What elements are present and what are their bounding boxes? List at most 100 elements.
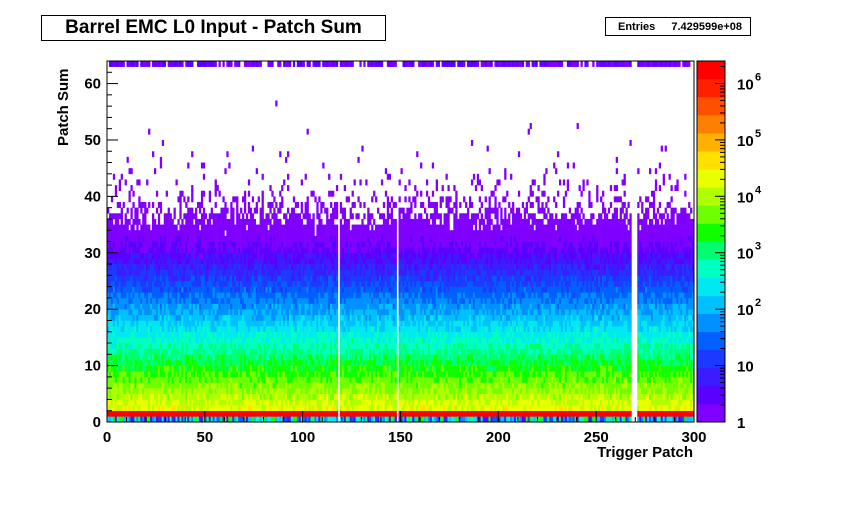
heatmap-cell [222,343,225,349]
heatmap-cell [140,348,143,355]
heatmap-cell [255,280,258,287]
heatmap-cell [332,218,335,225]
heatmap-cell [242,314,245,321]
heatmap-cell [330,303,333,310]
heatmap-cell [126,230,129,237]
heatmap-cell [153,218,157,225]
heatmap-cell [265,309,268,316]
heatmap-cell [265,326,268,333]
heatmap-cell [247,241,251,248]
heatmap-cell [339,354,343,361]
heatmap-cell [310,393,313,400]
heatmap-cell [179,241,182,248]
heatmap-cell [273,343,276,349]
heatmap-cell [144,371,147,378]
heatmap-cell [144,252,147,259]
heatmap-cell [214,252,217,259]
heatmap-cell [249,371,253,378]
heatmap-cell [161,359,165,366]
heatmap-cell [200,230,204,237]
heatmap-cell [349,348,352,355]
heatmap-cell [187,331,190,338]
heatmap-cell [234,365,237,372]
heatmap-cell [120,286,123,293]
heatmap-cell [330,388,333,395]
heatmap-cell [257,303,260,310]
heatmap-cell [355,416,358,423]
heatmap-cell [206,230,210,237]
heatmap-cell [304,382,307,389]
heatmap-cell [142,275,145,282]
heatmap-cell [277,230,280,237]
heatmap-cell [240,320,243,327]
heatmap-cell [288,320,292,327]
heatmap-cell [287,264,290,270]
heatmap-cell [333,337,337,344]
heatmap-cell [335,359,339,366]
heatmap-cell [228,61,231,67]
heatmap-cell [326,207,329,214]
heatmap-cell [152,202,155,208]
heatmap-cell [298,309,302,316]
heatmap-cell [283,241,286,248]
heatmap-cell [218,303,221,310]
heatmap-cell [339,365,343,372]
heatmap-cell [298,376,302,383]
heatmap-cell [326,280,329,287]
heatmap-cell [351,235,354,242]
heatmap-cell [222,371,225,378]
heatmap-cell [200,61,204,67]
heatmap-cell [110,388,114,395]
heatmap-cell [253,264,257,270]
heatmap-cell [253,348,257,355]
heatmap-cell [187,309,190,316]
heatmap-cell [214,275,217,282]
heatmap-cell [210,61,213,67]
heatmap-cell [269,354,272,361]
heatmap-cell [118,320,121,327]
heatmap-cell [283,286,286,293]
heatmap-cell [240,331,243,338]
heatmap-cell [238,320,241,327]
heatmap-cell [242,388,245,395]
heatmap-cell [351,230,354,237]
heatmap-cell [230,292,233,299]
heatmap-cell [179,303,182,310]
heatmap-cell [294,331,298,338]
heatmap-cell [277,348,280,355]
heatmap-cell [259,331,262,338]
heatmap-cell [283,320,286,327]
heatmap-cell [320,230,323,237]
heatmap-cell [159,61,163,67]
heatmap-cell [263,405,266,412]
heatmap-cell [261,224,264,231]
heatmap-cell [245,235,249,242]
heatmap-cell [265,405,268,412]
heatmap-cell [120,252,123,259]
heatmap-cell [107,264,110,270]
heatmap-cell [300,179,303,186]
heatmap-cell [134,314,137,321]
heatmap-cell [134,376,137,383]
heatmap-cell [292,309,296,316]
heatmap-cell [285,292,288,299]
heatmap-cell [155,371,159,378]
heatmap-cell [197,264,200,270]
heatmap-cell [322,416,325,423]
heatmap-cell [251,280,255,287]
heatmap-cell [108,376,112,383]
heatmap-cell [304,297,307,304]
heatmap-cell [191,297,194,304]
heatmap-cell [257,314,260,321]
heatmap-cell [238,314,241,321]
heatmap-cell [161,331,165,338]
heatmap-cell [316,264,319,270]
heatmap-cell [181,309,184,316]
heatmap-cell [122,230,125,237]
heatmap-cell [208,303,212,310]
heatmap-cell [112,416,116,423]
heatmap-cell [136,388,139,395]
heatmap-cell [247,376,251,383]
heatmap-cell [304,405,307,412]
heatmap-cell [306,128,309,135]
